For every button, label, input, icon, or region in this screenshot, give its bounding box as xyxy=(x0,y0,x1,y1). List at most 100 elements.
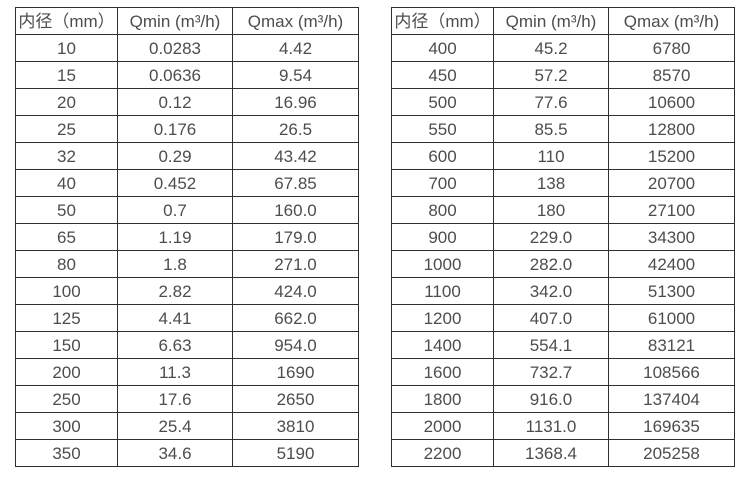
table-cell: 1.19 xyxy=(117,223,233,251)
table-row: 20 0.12 16.96 xyxy=(15,88,359,116)
table-cell: 51300 xyxy=(608,277,735,305)
table-cell: 4.41 xyxy=(117,304,233,332)
table-cell: 1400 xyxy=(391,331,494,359)
table-cell: 100 xyxy=(15,277,118,305)
table-cell: 108566 xyxy=(608,358,735,386)
table-cell: 271.0 xyxy=(232,250,359,278)
table-cell: 300 xyxy=(15,412,118,440)
table-cell: 1368.4 xyxy=(493,439,609,467)
table-cell: 450 xyxy=(391,61,494,89)
table-row: 900 229.0 34300 xyxy=(391,223,735,251)
table-cell: 732.7 xyxy=(493,358,609,386)
table-cell: 25.4 xyxy=(117,412,233,440)
column-header: 内径（mm） xyxy=(391,7,494,35)
table-cell: 10 xyxy=(15,34,118,62)
table-row: 150 6.63 954.0 xyxy=(15,331,359,359)
table-cell: 9.54 xyxy=(232,61,359,89)
table-cell: 424.0 xyxy=(232,277,359,305)
table-cell: 67.85 xyxy=(232,169,359,197)
table-cell: 137404 xyxy=(608,385,735,413)
table-cell: 125 xyxy=(15,304,118,332)
table-cell: 15 xyxy=(15,61,118,89)
table-cell: 8570 xyxy=(608,61,735,89)
column-header: 内径（mm） xyxy=(15,7,118,35)
table-cell: 16.96 xyxy=(232,88,359,116)
table-cell: 150 xyxy=(15,331,118,359)
table-cell: 12800 xyxy=(608,115,735,143)
table-cell: 554.1 xyxy=(493,331,609,359)
table-cell: 2650 xyxy=(232,385,359,413)
table-cell: 200 xyxy=(15,358,118,386)
table-cell: 250 xyxy=(15,385,118,413)
table-row: 65 1.19 179.0 xyxy=(15,223,359,251)
column-header: Qmax (m³/h) xyxy=(608,7,735,35)
table-cell: 800 xyxy=(391,196,494,224)
table-row: 100 2.82 424.0 xyxy=(15,277,359,305)
table-row: 700 138 20700 xyxy=(391,169,735,197)
table-cell: 0.0636 xyxy=(117,61,233,89)
table-cell: 43.42 xyxy=(232,142,359,170)
table-cell: 282.0 xyxy=(493,250,609,278)
table-cell: 407.0 xyxy=(493,304,609,332)
table-cell: 32 xyxy=(15,142,118,170)
table-row: 1600 732.7 108566 xyxy=(391,358,735,386)
table-cell: 2000 xyxy=(391,412,494,440)
table-cell: 916.0 xyxy=(493,385,609,413)
table-body: 400 45.2 6780 450 57.2 8570 500 77.6 10600 550 85.… xyxy=(391,34,735,467)
header-row: 内径（mm） Qmin (m³/h) Qmax (m³/h) xyxy=(15,7,359,35)
table-cell: 1100 xyxy=(391,277,494,305)
table-cell: 1000 xyxy=(391,250,494,278)
table-cell: 662.0 xyxy=(232,304,359,332)
table-cell: 0.176 xyxy=(117,115,233,143)
table-cell: 900 xyxy=(391,223,494,251)
table-row: 2000 1131.0 169635 xyxy=(391,412,735,440)
column-header: Qmin (m³/h) xyxy=(117,7,233,35)
table-cell: 1131.0 xyxy=(493,412,609,440)
table-cell: 20700 xyxy=(608,169,735,197)
table-row: 1200 407.0 61000 xyxy=(391,304,735,332)
table-cell: 700 xyxy=(391,169,494,197)
table-row: 400 45.2 6780 xyxy=(391,34,735,62)
table-row: 350 34.6 5190 xyxy=(15,439,359,467)
table-cell: 138 xyxy=(493,169,609,197)
table-row: 250 17.6 2650 xyxy=(15,385,359,413)
table-cell: 160.0 xyxy=(232,196,359,224)
table-cell: 350 xyxy=(15,439,118,467)
table-row: 1100 342.0 51300 xyxy=(391,277,735,305)
table-cell: 26.5 xyxy=(232,115,359,143)
table-cell: 229.0 xyxy=(493,223,609,251)
table-cell: 110 xyxy=(493,142,609,170)
table-cell: 5190 xyxy=(232,439,359,467)
header-row: 内径（mm） Qmin (m³/h) Qmax (m³/h) xyxy=(391,7,735,35)
table-row: 550 85.5 12800 xyxy=(391,115,735,143)
table-cell: 77.6 xyxy=(493,88,609,116)
table-cell: 169635 xyxy=(608,412,735,440)
table-cell: 15200 xyxy=(608,142,735,170)
table-cell: 0.0283 xyxy=(117,34,233,62)
table-cell: 45.2 xyxy=(493,34,609,62)
table-cell: 180 xyxy=(493,196,609,224)
table-body: 10 0.0283 4.42 15 0.0636 9.54 20 0.12 16.96 25 0.1… xyxy=(15,34,359,467)
table-cell: 1690 xyxy=(232,358,359,386)
table-cell: 2200 xyxy=(391,439,494,467)
table-cell: 600 xyxy=(391,142,494,170)
table-row: 800 180 27100 xyxy=(391,196,735,224)
table-row: 200 11.3 1690 xyxy=(15,358,359,386)
table-cell: 34300 xyxy=(608,223,735,251)
table-cell: 3810 xyxy=(232,412,359,440)
table-cell: 80 xyxy=(15,250,118,278)
table-row: 125 4.41 662.0 xyxy=(15,304,359,332)
table-row: 600 110 15200 xyxy=(391,142,735,170)
table-cell: 10600 xyxy=(608,88,735,116)
table-row: 80 1.8 271.0 xyxy=(15,250,359,278)
table-cell: 61000 xyxy=(608,304,735,332)
table-row: 300 25.4 3810 xyxy=(15,412,359,440)
table-cell: 954.0 xyxy=(232,331,359,359)
table-row: 500 77.6 10600 xyxy=(391,88,735,116)
table-cell: 11.3 xyxy=(117,358,233,386)
table-row: 15 0.0636 9.54 xyxy=(15,61,359,89)
table-row: 1800 916.0 137404 xyxy=(391,385,735,413)
table-cell: 25 xyxy=(15,115,118,143)
table-cell: 42400 xyxy=(608,250,735,278)
table-cell: 0.7 xyxy=(117,196,233,224)
